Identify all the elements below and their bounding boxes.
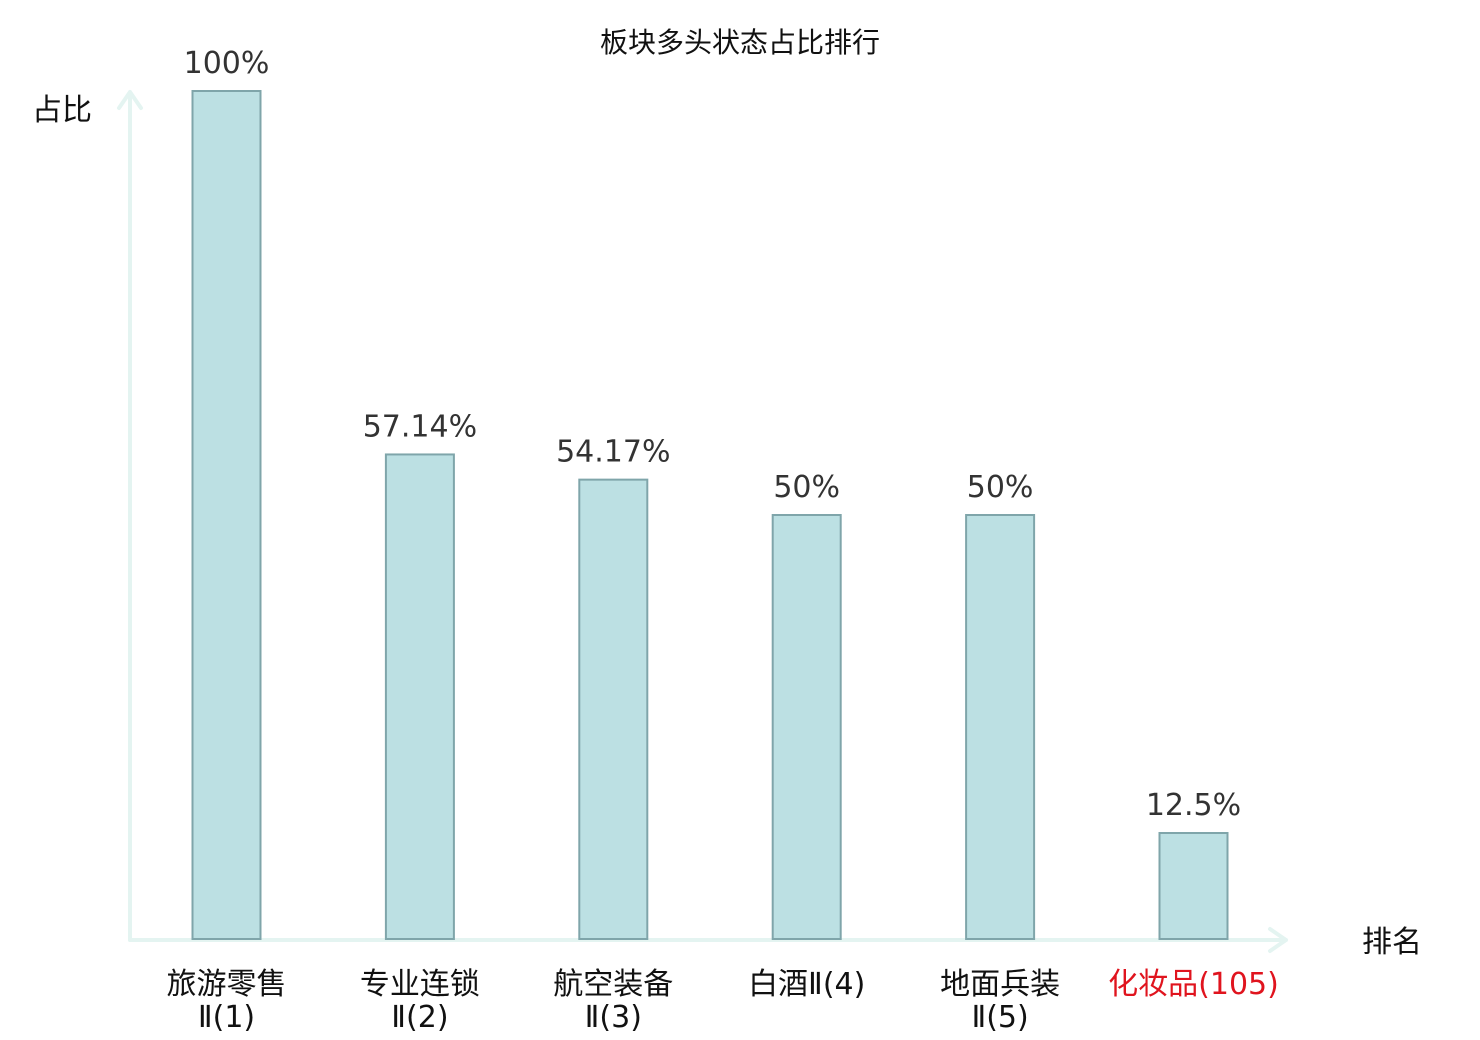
category-label-1-line-2: Ⅱ(1) (198, 1000, 255, 1035)
x-axis-label: 排名 (1362, 925, 1422, 960)
y-axis-label: 占比 (32, 93, 92, 128)
category-label-5-line-2: Ⅱ(5) (971, 1000, 1028, 1035)
bar-6 (1158, 832, 1229, 940)
category-label-2-line-1: 专业连锁 (360, 967, 480, 1002)
bar-5 (965, 514, 1036, 940)
x-axis-arrow (128, 927, 1288, 953)
value-label-6: 12.5% (1146, 788, 1241, 823)
bar-3 (578, 478, 649, 940)
category-label-3-line-1: 航空装备 (553, 967, 673, 1002)
chart-title: 板块多头状态占比排行 (600, 26, 880, 59)
value-label-2: 57.14% (363, 409, 477, 444)
value-label-4: 50% (773, 470, 840, 505)
value-label-3: 54.17% (556, 435, 670, 470)
category-label-1-line-1: 旅游零售 (167, 967, 287, 1002)
value-labels-group: 100% 57.14% 54.17% 50% 50% 12.5% (184, 46, 1242, 823)
category-label-6: 化妆品(105) (1108, 967, 1279, 1002)
value-label-1: 100% (184, 46, 270, 81)
category-label-2-line-2: Ⅱ(2) (391, 1000, 448, 1035)
y-axis-arrow (117, 90, 143, 942)
bar-4 (771, 514, 842, 940)
value-label-5: 50% (967, 470, 1034, 505)
bar-1 (191, 90, 262, 940)
bars-group (191, 90, 1229, 940)
bar-2 (384, 453, 455, 940)
category-label-5-line-1: 地面兵装 (940, 967, 1060, 1002)
category-label-3-line-2: Ⅱ(3) (585, 1000, 642, 1035)
category-label-4: 白酒Ⅱ(4) (748, 967, 865, 1002)
